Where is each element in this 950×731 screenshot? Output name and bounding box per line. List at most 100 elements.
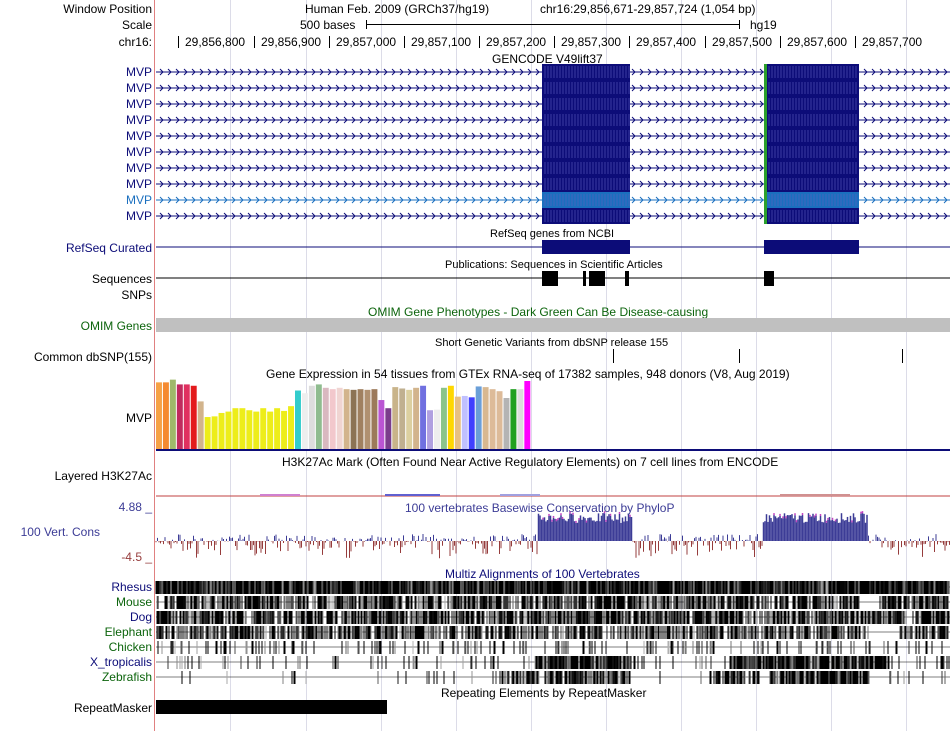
gencode-strand-arrow bbox=[359, 116, 364, 124]
gencode-strand-arrow bbox=[183, 116, 188, 124]
dbsnp-label[interactable]: Common dbSNP(155) bbox=[33, 350, 152, 364]
gencode-strand-arrow bbox=[383, 84, 388, 92]
gencode-strand-arrow bbox=[871, 68, 876, 76]
gencode-strand-arrow bbox=[655, 196, 660, 204]
refseq-label[interactable]: RefSeq Curated bbox=[65, 241, 152, 255]
gencode-item-label[interactable]: MVP bbox=[125, 97, 152, 111]
gtex-tissue-bar bbox=[329, 389, 336, 449]
dbsnp-variant bbox=[902, 349, 903, 363]
gencode-strand-arrow bbox=[183, 100, 188, 108]
gencode-strand-arrow bbox=[399, 196, 404, 204]
gencode-item-label[interactable]: MVP bbox=[125, 193, 152, 207]
gencode-strand-arrow bbox=[663, 132, 668, 140]
gencode-strand-arrow bbox=[495, 196, 500, 204]
gencode-item-label[interactable]: MVP bbox=[125, 209, 152, 223]
gencode-strand-arrow bbox=[943, 100, 948, 108]
gencode-strand-arrow bbox=[663, 180, 668, 188]
gencode-strand-arrow bbox=[175, 196, 180, 204]
gencode-strand-arrow bbox=[159, 212, 164, 220]
gencode-strand-arrow bbox=[487, 180, 492, 188]
gtex-label[interactable]: MVP bbox=[125, 411, 152, 425]
gencode-strand-arrow bbox=[727, 84, 732, 92]
gencode-strand-arrow bbox=[319, 212, 324, 220]
gencode-strand-arrow bbox=[391, 148, 396, 156]
multiz-species-label[interactable]: Chicken bbox=[108, 640, 152, 654]
gencode-strand-arrow bbox=[359, 196, 364, 204]
gencode-strand-arrow bbox=[175, 116, 180, 124]
gencode-strand-arrow bbox=[655, 100, 660, 108]
rmsk-label[interactable]: RepeatMasker bbox=[73, 701, 152, 715]
gencode-strand-arrow bbox=[271, 148, 276, 156]
gencode-strand-arrow bbox=[663, 84, 668, 92]
gencode-strand-arrow bbox=[727, 132, 732, 140]
gencode-strand-arrow bbox=[215, 212, 220, 220]
gencode-strand-arrow bbox=[375, 196, 380, 204]
gencode-strand-arrow bbox=[911, 180, 916, 188]
gencode-strand-arrow bbox=[479, 212, 484, 220]
multiz-species-label[interactable]: Elephant bbox=[104, 625, 152, 639]
gencode-strand-arrow bbox=[367, 180, 372, 188]
gencode-strand-arrow bbox=[399, 100, 404, 108]
gencode-item-label[interactable]: MVP bbox=[125, 129, 152, 143]
gencode-item-label[interactable]: MVP bbox=[125, 177, 152, 191]
gencode-strand-arrow bbox=[703, 196, 708, 204]
gencode-item-label[interactable]: MVP bbox=[125, 81, 152, 95]
gencode-strand-arrow bbox=[431, 164, 436, 172]
gencode-strand-arrow bbox=[751, 68, 756, 76]
gencode-strand-arrow bbox=[287, 148, 292, 156]
gencode-strand-arrow bbox=[751, 132, 756, 140]
gencode-strand-arrow bbox=[375, 164, 380, 172]
gencode-item-label[interactable]: MVP bbox=[125, 113, 152, 127]
omim-label[interactable]: OMIM Genes bbox=[80, 319, 152, 333]
gencode-item-label[interactable]: MVP bbox=[125, 145, 152, 159]
gencode-strand-arrow bbox=[639, 196, 644, 204]
gencode-strand-arrow bbox=[303, 100, 308, 108]
gencode-strand-arrow bbox=[359, 132, 364, 140]
pubs-label-snps[interactable]: SNPs bbox=[121, 288, 152, 302]
gencode-item-label[interactable]: MVP bbox=[125, 65, 152, 79]
grid-line bbox=[831, 0, 832, 731]
multiz-species-label[interactable]: Dog bbox=[129, 610, 152, 624]
pubs-label-sequences[interactable]: Sequences bbox=[91, 272, 152, 286]
gencode-strand-arrow bbox=[247, 132, 252, 140]
gencode-strand-arrow bbox=[191, 180, 196, 188]
gencode-strand-arrow bbox=[687, 84, 692, 92]
multiz-species-label[interactable]: Rhesus bbox=[111, 580, 152, 594]
gencode-strand-arrow bbox=[423, 164, 428, 172]
gencode-strand-arrow bbox=[367, 164, 372, 172]
gencode-strand-arrow bbox=[631, 148, 636, 156]
gencode-strand-arrow bbox=[199, 148, 204, 156]
gencode-strand-arrow bbox=[343, 132, 348, 140]
gencode-strand-arrow bbox=[295, 116, 300, 124]
gencode-item-label[interactable]: MVP bbox=[125, 161, 152, 175]
gencode-strand-arrow bbox=[527, 68, 532, 76]
gencode-strand-arrow bbox=[927, 148, 932, 156]
gencode-strand-arrow bbox=[911, 196, 916, 204]
gencode-strand-arrow bbox=[751, 180, 756, 188]
gencode-strand-arrow bbox=[903, 68, 908, 76]
gencode-strand-arrow bbox=[199, 84, 204, 92]
gencode-strand-arrow bbox=[407, 100, 412, 108]
gencode-strand-arrow bbox=[663, 68, 668, 76]
gencode-strand-arrow bbox=[207, 100, 212, 108]
gencode-strand-arrow bbox=[879, 68, 884, 76]
gencode-strand-arrow bbox=[663, 148, 668, 156]
gencode-strand-arrow bbox=[247, 100, 252, 108]
cons-label[interactable]: 100 Vert. Cons bbox=[20, 525, 100, 539]
gencode-strand-arrow bbox=[735, 164, 740, 172]
multiz-species-label[interactable]: Zebrafish bbox=[101, 670, 152, 684]
omim-bar[interactable] bbox=[156, 318, 950, 332]
multiz-species-label[interactable]: X_tropicalis bbox=[89, 655, 152, 669]
gencode-strand-arrow bbox=[671, 164, 676, 172]
gtex-tissue-bar bbox=[288, 406, 294, 449]
gencode-strand-arrow bbox=[663, 212, 668, 220]
gencode-strand-arrow bbox=[319, 132, 324, 140]
gencode-strand-arrow bbox=[311, 68, 316, 76]
h3k27ac-label[interactable]: Layered H3K27Ac bbox=[54, 469, 152, 483]
gtex-tissue-bar bbox=[399, 388, 406, 449]
multiz-species-label[interactable]: Mouse bbox=[115, 595, 152, 609]
gencode-strand-arrow bbox=[447, 148, 452, 156]
gencode-strand-arrow bbox=[375, 68, 380, 76]
gencode-strand-arrow bbox=[263, 212, 268, 220]
